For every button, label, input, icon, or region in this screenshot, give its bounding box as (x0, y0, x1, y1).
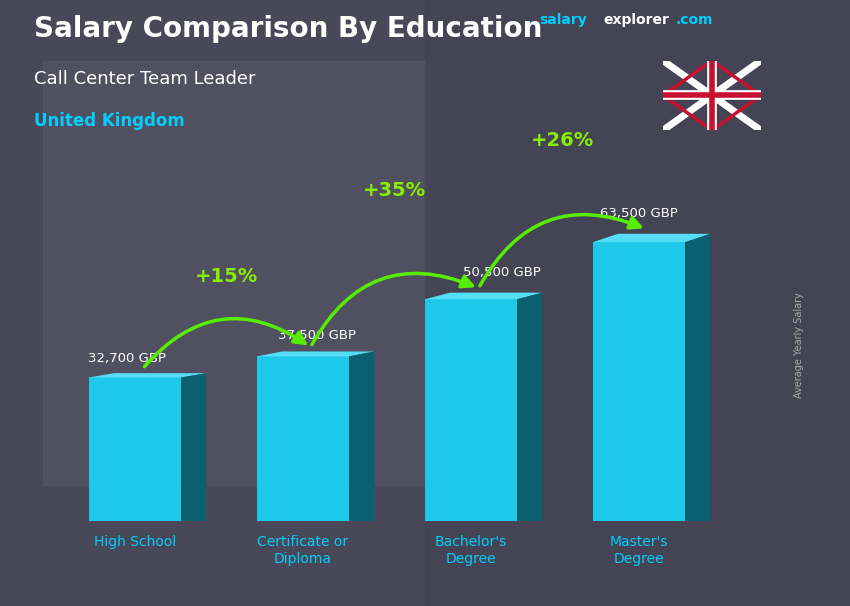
FancyArrowPatch shape (144, 319, 305, 367)
Bar (592, 242, 685, 521)
Text: 63,500 GBP: 63,500 GBP (600, 207, 678, 220)
Bar (257, 356, 349, 521)
Text: Call Center Team Leader: Call Center Team Leader (34, 70, 256, 88)
Bar (425, 299, 517, 521)
Text: +15%: +15% (195, 267, 258, 285)
Polygon shape (181, 373, 207, 521)
Text: +35%: +35% (363, 181, 426, 201)
FancyArrowPatch shape (312, 273, 473, 345)
Bar (88, 378, 181, 521)
Text: United Kingdom: United Kingdom (34, 112, 184, 130)
Polygon shape (257, 351, 374, 356)
Polygon shape (685, 234, 711, 521)
Text: +26%: +26% (531, 132, 594, 150)
Text: Average Yearly Salary: Average Yearly Salary (794, 293, 803, 398)
Polygon shape (592, 234, 711, 242)
Text: 50,500 GBP: 50,500 GBP (462, 266, 541, 279)
Bar (42, 61, 425, 485)
Bar (425, 0, 850, 606)
Text: 32,700 GBP: 32,700 GBP (88, 351, 166, 365)
Polygon shape (88, 373, 207, 378)
FancyArrowPatch shape (480, 215, 640, 286)
Text: salary: salary (540, 13, 587, 27)
Polygon shape (517, 293, 542, 521)
Text: explorer: explorer (604, 13, 670, 27)
Polygon shape (425, 293, 542, 299)
Text: 37,500 GBP: 37,500 GBP (278, 328, 356, 342)
Text: Salary Comparison By Education: Salary Comparison By Education (34, 15, 542, 43)
Text: .com: .com (676, 13, 713, 27)
Polygon shape (349, 351, 374, 521)
